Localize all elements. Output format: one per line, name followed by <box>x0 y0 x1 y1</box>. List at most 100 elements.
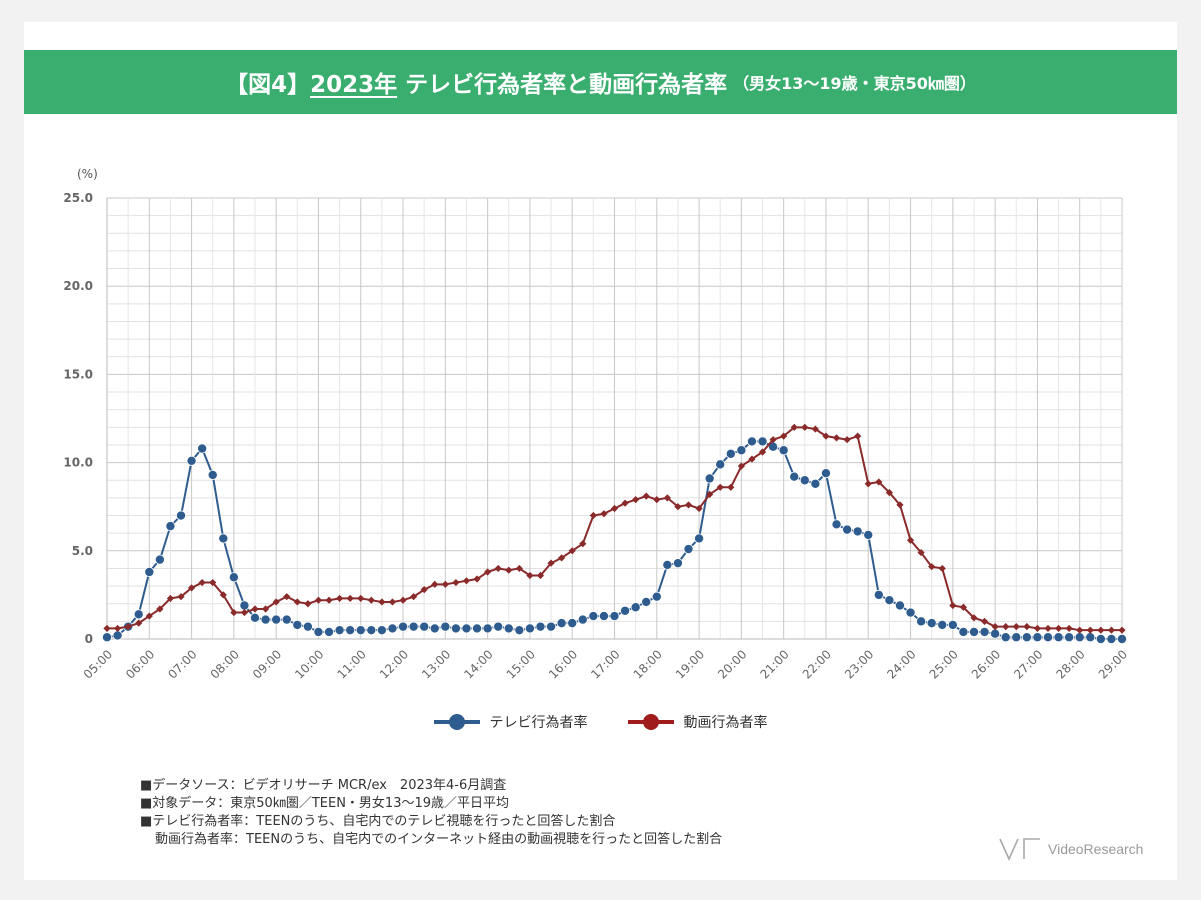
data-point-0 <box>884 595 895 606</box>
data-point-0 <box>577 614 588 625</box>
data-point-1 <box>780 432 788 440</box>
x-tick-label: 26:00 <box>969 647 1003 681</box>
data-point-0 <box>651 591 662 602</box>
data-point-1 <box>314 596 323 604</box>
data-point-1 <box>261 605 270 613</box>
data-point-1 <box>896 501 904 509</box>
x-tick-label: 20:00 <box>715 647 749 681</box>
data-point-1 <box>854 432 862 440</box>
data-point-0 <box>916 616 927 627</box>
data-point-0 <box>778 445 789 456</box>
data-point-0 <box>842 524 853 535</box>
chart-card: 【図4】2023年 テレビ行為者率と動画行為者率 （男女13～19歳・東京50㎞圏… <box>24 22 1177 880</box>
data-point-1 <box>917 548 925 557</box>
data-point-0 <box>355 625 366 636</box>
data-point-1 <box>230 608 238 617</box>
data-point-1 <box>1012 623 1020 631</box>
x-tick-label: 27:00 <box>1011 647 1045 681</box>
data-point-0 <box>419 621 430 632</box>
data-point-0 <box>1095 634 1106 645</box>
data-point-1 <box>928 563 936 571</box>
x-tick-label: 18:00 <box>631 647 665 681</box>
data-point-1 <box>240 608 249 617</box>
data-point-0 <box>218 533 229 544</box>
legend-swatch-video <box>627 714 674 730</box>
data-point-1 <box>822 432 830 440</box>
legend-item-tv: テレビ行為者率 <box>433 712 588 732</box>
x-tick-label: 24:00 <box>884 647 918 681</box>
data-point-1 <box>156 605 164 613</box>
data-point-0 <box>968 626 979 637</box>
data-point-0 <box>450 623 461 634</box>
data-point-0 <box>820 468 831 479</box>
data-point-1 <box>145 612 153 620</box>
x-tick-label: 10:00 <box>292 647 326 681</box>
data-point-1 <box>431 580 439 588</box>
data-point-1 <box>1002 623 1010 631</box>
data-point-1 <box>1076 626 1084 634</box>
x-tick-label: 23:00 <box>842 647 876 681</box>
data-point-0 <box>1021 632 1032 643</box>
data-point-1 <box>610 504 619 513</box>
data-point-0 <box>408 621 419 632</box>
data-point-0 <box>715 459 726 470</box>
data-point-1 <box>758 448 767 456</box>
data-point-1 <box>547 559 555 567</box>
data-point-0 <box>503 623 514 634</box>
data-point-0 <box>672 558 683 569</box>
data-point-1 <box>367 596 375 604</box>
data-point-0 <box>958 626 969 637</box>
data-point-1 <box>832 434 841 442</box>
data-point-1 <box>283 593 291 601</box>
title-main: テレビ行為者率と動画行為者率 <box>397 72 728 98</box>
x-tick-label: 25:00 <box>927 647 961 681</box>
axes: 0 5.0 10.0 15.0 20.0 25.0 (%) 05:00 06:00 07:00 08… <box>63 167 1130 682</box>
data-point-1 <box>558 554 566 562</box>
data-point-0 <box>725 448 736 459</box>
data-point-1 <box>1033 624 1042 633</box>
data-point-0 <box>1000 632 1011 643</box>
data-point-0 <box>376 625 387 636</box>
data-point-1 <box>959 603 968 611</box>
data-point-1 <box>346 594 354 603</box>
chart-subtitle: （男女13～19歳・東京50㎞圏） <box>733 74 976 93</box>
data-point-0 <box>334 625 345 636</box>
x-tick-label: 22:00 <box>800 647 834 681</box>
data-point-1 <box>388 598 397 606</box>
data-point-0 <box>292 619 303 630</box>
logo-text: VideoResearch <box>1048 841 1144 857</box>
chart-title: 【図4】2023年 テレビ行為者率と動画行為者率 <box>225 65 727 99</box>
data-point-1 <box>769 436 777 444</box>
y-tick-label: 15.0 <box>63 367 93 381</box>
data-point-1 <box>293 598 301 606</box>
x-tick-label: 15:00 <box>504 647 538 681</box>
data-point-1 <box>811 425 819 433</box>
data-point-0 <box>313 626 324 637</box>
data-point-0 <box>176 510 187 521</box>
data-point-0 <box>863 529 874 540</box>
data-point-0 <box>1053 632 1064 643</box>
x-tick-label: 09:00 <box>250 647 284 681</box>
data-point-1 <box>103 624 111 633</box>
data-point-1 <box>1065 624 1073 633</box>
data-point-1 <box>1044 624 1052 633</box>
data-point-0 <box>112 630 123 641</box>
data-point-1 <box>695 504 703 513</box>
data-point-1 <box>219 591 227 599</box>
x-tick-label: 12:00 <box>377 647 411 681</box>
note-target: ■対象データ：東京50㎞圏／TEEN・男女13～19歳／平日平均 <box>140 796 510 811</box>
data-point-0 <box>514 625 525 636</box>
x-tick-label: 08:00 <box>208 647 242 681</box>
data-point-0 <box>831 519 842 530</box>
data-point-1 <box>875 478 883 486</box>
title-bar: 【図4】2023年 テレビ行為者率と動画行為者率 （男女13～19歳・東京50㎞圏… <box>24 50 1177 114</box>
data-point-1 <box>970 614 978 622</box>
data-point-1 <box>505 566 513 574</box>
data-point-0 <box>620 605 631 616</box>
data-point-1 <box>420 586 428 594</box>
data-point-1 <box>885 488 893 497</box>
data-point-1 <box>473 575 481 583</box>
x-tick-label: 17:00 <box>588 647 622 681</box>
data-point-1 <box>653 496 661 504</box>
data-point-0 <box>641 596 652 607</box>
